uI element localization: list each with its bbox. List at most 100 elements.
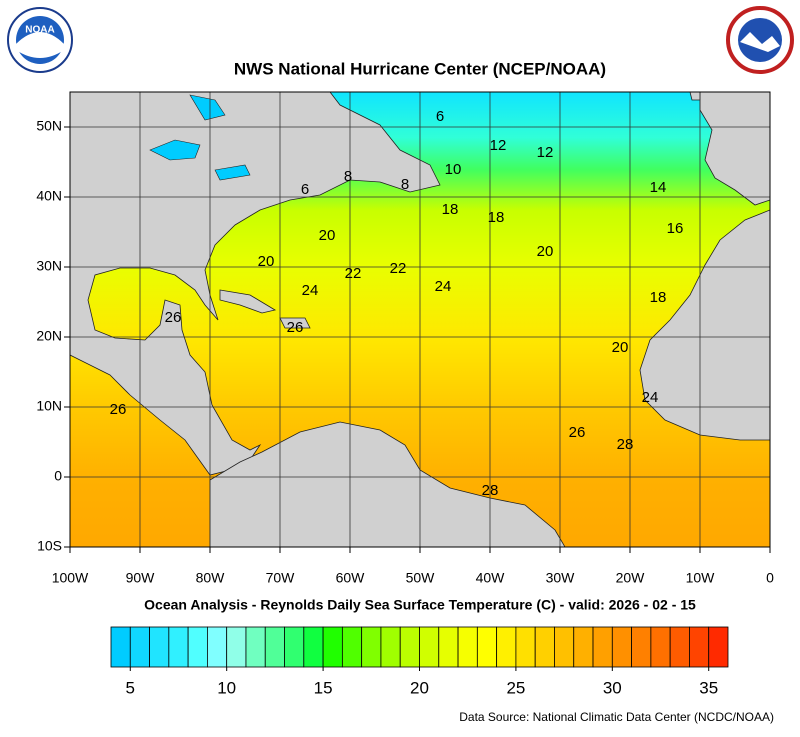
lon-label: 50W [406, 570, 436, 586]
colorbar-cell [399, 626, 420, 668]
colorbar-cell [264, 626, 285, 668]
colorbar-cell [708, 626, 729, 668]
lat-label: 50N [36, 118, 62, 134]
contour-label: 26 [569, 424, 586, 441]
lon-label: 60W [336, 570, 366, 586]
contour-label: 6 [436, 108, 444, 125]
contour-label: 28 [617, 436, 634, 453]
colorbar-cell [129, 626, 150, 668]
lon-label: 100W [52, 570, 89, 586]
colorbar-cell [438, 626, 459, 668]
subtitle: Ocean Analysis - Reynolds Daily Sea Surf… [144, 597, 696, 613]
contour-label: 18 [488, 209, 505, 226]
colorbar-cell [361, 626, 382, 668]
lat-label: 30N [36, 258, 62, 274]
lon-label: 80W [196, 570, 226, 586]
contour-label: 20 [537, 243, 554, 260]
noaa-logo: NOAA [7, 7, 73, 73]
lon-label: 20W [616, 570, 646, 586]
colorbar-label: 5 [126, 678, 135, 697]
great-lakes [149, 94, 251, 181]
lon-label: 30W [546, 570, 576, 586]
lat-label: 10S [37, 538, 62, 554]
contour-label: 14 [650, 179, 667, 196]
contour-label: 20 [258, 253, 275, 270]
colorbar-label: 25 [506, 678, 525, 697]
colorbar-cell [226, 626, 247, 668]
colorbar-cell [380, 626, 401, 668]
lat-label: 10N [36, 398, 62, 414]
colorbar-cell [303, 626, 324, 668]
colorbar-cell [496, 626, 517, 668]
colorbar-label: 15 [314, 678, 333, 697]
colorbar-cell [476, 626, 498, 668]
colorbar-cell [573, 626, 594, 668]
colorbar-cell [689, 626, 710, 668]
lat-label: 40N [36, 188, 62, 204]
lon-label: 40W [476, 570, 506, 586]
lon-label: 90W [126, 570, 156, 586]
contour-label: 22 [345, 265, 362, 282]
colorbar-cell [149, 626, 170, 668]
hispaniola [279, 317, 311, 329]
europe [699, 92, 770, 206]
colorbar-cell [322, 626, 343, 668]
contour-label: 26 [110, 401, 127, 418]
logo-text: NOAA [25, 25, 54, 36]
colorbar-cell [419, 626, 440, 668]
colorbar-cell [110, 626, 131, 668]
nws-logo [726, 6, 794, 74]
colorbar-cell [207, 626, 228, 668]
contour-label: 20 [612, 339, 629, 356]
contour-label: 6 [301, 181, 309, 198]
axes: 50N 40N 30N 20N 10N 0 10S 100W 90W 80W 70W 60W 50W 40… [36, 118, 774, 586]
contour-label: 28 [482, 482, 499, 499]
colorbar-cell [245, 626, 266, 668]
contour-label: 18 [442, 201, 459, 218]
lat-label: 20N [36, 328, 62, 344]
title: NWS National Hurricane Center (NCEP/NOAA… [234, 59, 606, 78]
colorbar-cell [592, 626, 613, 668]
colorbar-cell [534, 626, 555, 668]
colorbar-cell [341, 626, 363, 668]
colorbar-label: 10 [217, 678, 236, 697]
colorbar-cell [168, 626, 189, 668]
contour-label: 12 [490, 137, 507, 154]
colorbar-label: 20 [410, 678, 429, 697]
colorbar-cell [611, 626, 632, 668]
contour-label: 12 [537, 144, 554, 161]
contour-label: 26 [165, 309, 182, 326]
colorbar-cell [284, 626, 305, 668]
contour-labels: 6 12 12 10 8 8 6 14 18 18 16 20 20 20 22 22 24 24 18 26 26 20… [110, 108, 684, 499]
colorbar-cell [650, 626, 671, 668]
lon-label: 70W [266, 570, 296, 586]
contour-label: 24 [642, 389, 659, 406]
colorbar-cell [554, 626, 575, 668]
contour-label: 24 [435, 278, 452, 295]
contour-label: 24 [302, 282, 319, 299]
contour-label: 8 [401, 176, 409, 193]
africa [639, 209, 770, 441]
greenland [689, 92, 701, 101]
lon-label: 0 [766, 570, 774, 586]
contour-label: 26 [287, 319, 304, 336]
colorbar-label: 30 [603, 678, 622, 697]
source: Data Source: National Climatic Data Cent… [459, 710, 774, 724]
contour-label: 18 [650, 289, 667, 306]
colorbar-cell [669, 626, 690, 668]
colorbar-cell [457, 626, 478, 668]
lat-label: 0 [54, 468, 62, 484]
colorbar-cell [631, 626, 652, 668]
contour-label: 20 [319, 227, 336, 244]
colorbar-cell [515, 626, 536, 668]
contour-label: 22 [390, 260, 407, 277]
colorbar-label: 35 [699, 678, 718, 697]
colorbar-cell [187, 626, 208, 668]
contour-label: 16 [667, 220, 684, 237]
lon-label: 10W [686, 570, 716, 586]
cuba [219, 289, 277, 314]
colorbar: 5 10 15 20 25 30 35 [110, 626, 729, 697]
contour-label: 8 [344, 168, 352, 185]
contour-label: 10 [445, 161, 462, 178]
